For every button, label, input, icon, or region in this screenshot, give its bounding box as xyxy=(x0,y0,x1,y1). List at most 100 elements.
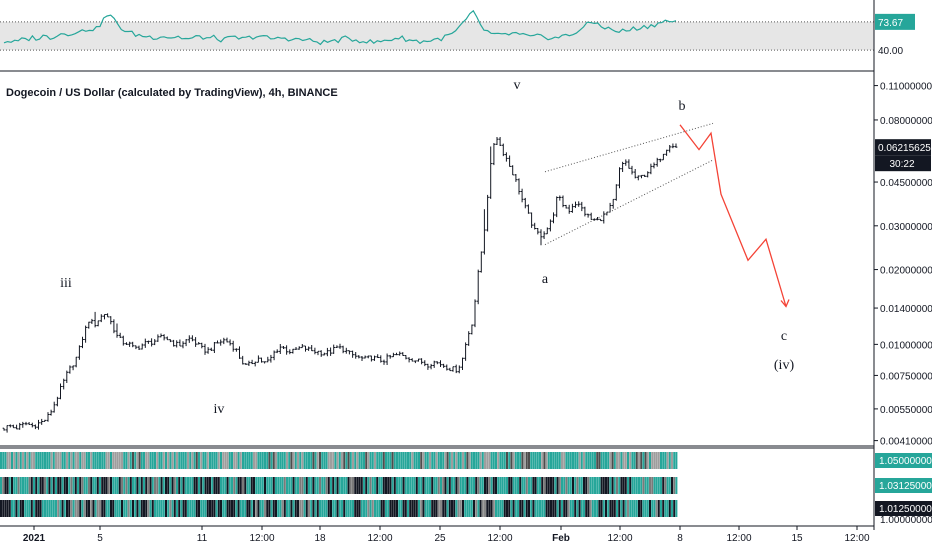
indicator-bar xyxy=(371,500,374,517)
indicator-bar xyxy=(644,500,647,517)
indicator-bar xyxy=(435,452,438,469)
indicator-bar xyxy=(156,500,159,517)
indicator-bar xyxy=(671,452,673,469)
indicator-bar xyxy=(255,452,258,469)
indicator-bar xyxy=(539,500,541,517)
indicator-bar xyxy=(651,452,654,469)
projection-path xyxy=(679,124,787,307)
indicator-bar xyxy=(233,500,236,517)
indicator-bar xyxy=(578,477,581,494)
indicator-bar xyxy=(22,452,24,469)
indicator-bar xyxy=(312,477,315,494)
indicator-bar xyxy=(431,452,434,469)
indicator-bar xyxy=(136,452,139,469)
indicator-bar xyxy=(479,500,482,517)
indicator-bar xyxy=(563,452,566,469)
indicator-bar xyxy=(576,500,579,517)
indicator-bar xyxy=(633,477,636,494)
indicator-bar xyxy=(81,452,84,469)
indicator-bar xyxy=(501,477,504,494)
indicator-bar xyxy=(297,477,299,494)
indicator-bar xyxy=(288,477,291,494)
indicator-bar xyxy=(182,500,185,517)
indicator-bar xyxy=(138,500,141,517)
indicator-bar xyxy=(358,477,361,494)
indicator-bar xyxy=(147,477,150,494)
indicator-bar xyxy=(657,500,660,517)
indicator-bar xyxy=(288,452,291,469)
indicator-bar xyxy=(413,500,416,517)
indicator-bar xyxy=(666,500,669,517)
indicator-bar xyxy=(116,477,119,494)
indicator-bar xyxy=(105,500,108,517)
indicator-bar xyxy=(627,500,629,517)
indicator-bar xyxy=(101,477,104,494)
indicator-bar xyxy=(479,477,482,494)
indicator-bar xyxy=(57,452,60,469)
indicator-bar xyxy=(264,500,266,517)
indicator-bar xyxy=(158,452,161,469)
indicator-bar xyxy=(99,452,101,469)
indicator-bar xyxy=(37,477,40,494)
indicator-bar xyxy=(627,452,629,469)
indicator-bar xyxy=(182,452,185,469)
indicator-bar xyxy=(231,500,233,517)
indicator-bar xyxy=(611,452,614,469)
indicator-bar xyxy=(250,500,253,517)
indicator-bar xyxy=(448,452,451,469)
indicator-bar xyxy=(103,452,106,469)
indicator-bar xyxy=(446,477,449,494)
indicator-bar xyxy=(477,500,480,517)
indicator-bar xyxy=(640,500,643,517)
indicator-bar xyxy=(0,500,2,517)
indicator-bar xyxy=(140,477,143,494)
indicator-bar xyxy=(508,477,511,494)
indicator-bar xyxy=(228,452,231,469)
indicator-bar xyxy=(81,500,84,517)
indicator-bar xyxy=(380,477,383,494)
indicator-bar xyxy=(114,500,117,517)
indicator-bar xyxy=(19,500,22,517)
indicator-bar xyxy=(59,500,62,517)
indicator-bar xyxy=(275,452,277,469)
indicator-bar xyxy=(354,477,357,494)
indicator-bar xyxy=(35,452,38,469)
indicator-bar xyxy=(396,477,398,494)
indicator-bar xyxy=(497,452,500,469)
indicator-bar xyxy=(666,452,669,469)
indicator-bar xyxy=(332,452,335,469)
indicator-bar xyxy=(39,477,42,494)
indicator-bar xyxy=(167,500,170,517)
indicator-bar xyxy=(77,452,79,469)
indicator-bar xyxy=(616,477,618,494)
indicator-bar xyxy=(602,477,605,494)
indicator-bar xyxy=(79,500,82,517)
indicator-bar xyxy=(52,500,55,517)
indicator-bar xyxy=(389,477,392,494)
indicator-bar xyxy=(246,452,249,469)
indicator-bar xyxy=(158,477,161,494)
indicator-bar xyxy=(514,500,517,517)
indicator-bar xyxy=(294,452,297,469)
indicator-bar xyxy=(341,500,343,517)
indicator-bar xyxy=(567,477,570,494)
indicator-bar xyxy=(631,477,634,494)
indicator-bar xyxy=(59,452,62,469)
indicator-bar xyxy=(477,452,480,469)
indicator-bar xyxy=(279,500,282,517)
indicator-bar xyxy=(668,452,671,469)
indicator-bar xyxy=(107,452,110,469)
indicator-bar xyxy=(530,500,533,517)
indicator-bar xyxy=(444,500,447,517)
indicator-bar xyxy=(209,477,211,494)
indicator-bar xyxy=(396,500,398,517)
indicator-bar xyxy=(15,477,18,494)
indicator-bar xyxy=(187,452,189,469)
indicator-bar xyxy=(547,477,550,494)
indicator-bar xyxy=(55,452,57,469)
indicator-bar xyxy=(470,500,473,517)
indicator-bar xyxy=(554,452,557,469)
wave-label-iv: (iv) xyxy=(774,358,795,373)
indicator-bar xyxy=(303,500,306,517)
